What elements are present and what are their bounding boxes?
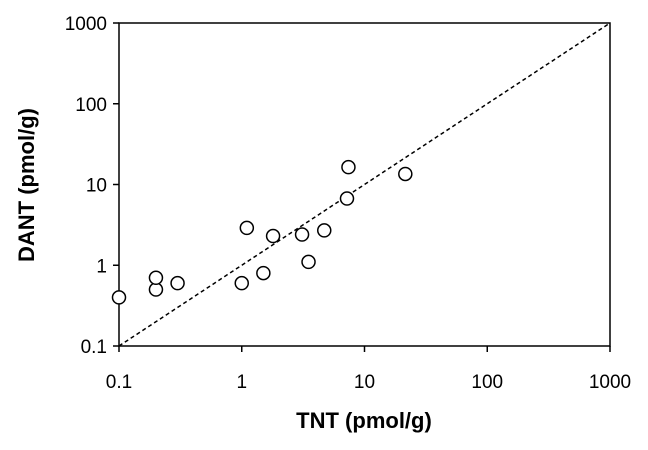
- x-axis-title: TNT (pmol/g): [296, 408, 432, 433]
- data-point: [256, 265, 271, 281]
- data-point: [339, 191, 355, 206]
- y-axis-title: DANT (pmol/g): [14, 108, 39, 262]
- y-tick-label: 0.1: [81, 337, 107, 358]
- data-point: [341, 159, 356, 175]
- y-tick-label: 100: [75, 95, 107, 116]
- data-point: [301, 254, 316, 270]
- data-point: [398, 166, 413, 182]
- data-point: [111, 290, 127, 305]
- x-tick-label: 1000: [589, 372, 631, 393]
- data-point: [294, 227, 310, 242]
- x-tick-label: 100: [471, 372, 503, 393]
- data-point: [239, 220, 255, 236]
- data-point: [148, 270, 164, 286]
- y-tick-label: 1000: [65, 14, 107, 35]
- x-tick-label: 10: [354, 372, 375, 393]
- x-tick-label: 0.1: [106, 372, 132, 393]
- y-tick-label: 10: [86, 176, 107, 197]
- reference-line: [118, 22, 611, 347]
- data-point: [170, 275, 185, 291]
- x-tick-label: 1: [236, 372, 247, 393]
- data-point: [234, 275, 249, 291]
- data-point: [265, 228, 281, 244]
- y-tick-label: 1: [96, 256, 107, 277]
- data-point: [317, 223, 332, 238]
